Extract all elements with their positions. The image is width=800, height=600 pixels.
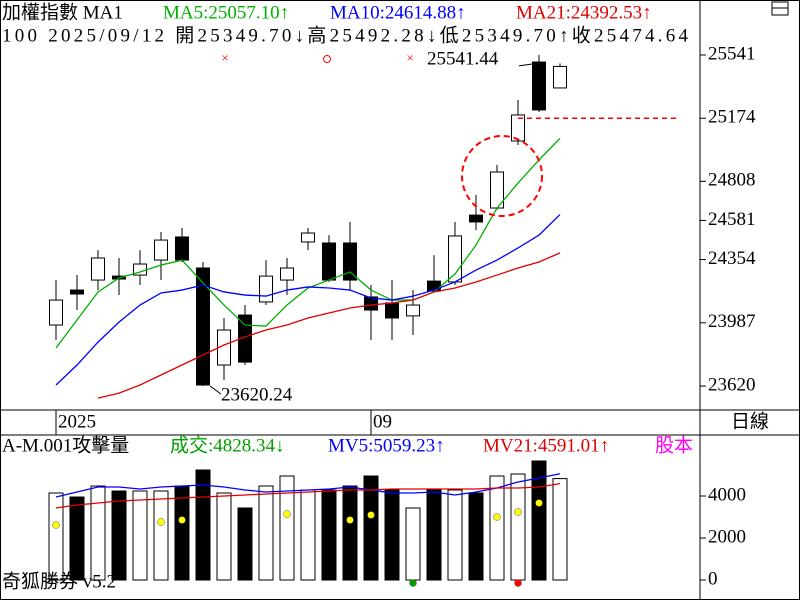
candle-body [469,214,483,223]
highlight-circle [461,135,543,217]
period-label: 日線 [731,410,769,432]
high-label: 25541.44 [427,48,499,69]
signal-dot [283,510,291,518]
volume-bar [132,490,148,581]
candle-body [385,302,399,319]
signal-dot [346,516,354,524]
candle-body [259,275,273,303]
signal-dot [52,521,60,529]
chart-title: 加權指數 MA1 [2,1,123,23]
candle-body [49,299,63,326]
candle-body [238,314,252,363]
footer: 奇狐勝券 v5.2 [2,570,116,592]
signal-circle [323,55,331,63]
extra-label: 股本 [655,434,693,456]
y-tick-label: 23620 [708,374,756,395]
x-tick-label: 09 [373,411,392,432]
volume-panel [48,460,568,587]
candle-body [196,267,210,386]
candle-body [553,65,567,89]
high-pointer [518,63,534,67]
volume-bar [552,478,568,581]
low-pointer [209,385,222,395]
candle-body [301,232,315,243]
y-tick-label: 25541 [708,43,756,64]
volume-bar [489,475,505,581]
candle-body [175,236,189,261]
volume-bar [531,460,547,581]
candle-body [154,239,168,261]
candle-body [448,235,462,283]
y-tick-label: 24354 [708,248,756,269]
volume-bar [447,489,463,581]
volume-bar [321,489,337,581]
axes: 25541 25174 24808 24581 24354 23987 23620 2025 0… [55,2,756,589]
volume-bar [174,485,190,581]
legend-entry: MV21:4591.01↑ [483,435,609,456]
signal-dot [367,511,375,519]
volume-bar [258,485,274,581]
signal-dot [178,516,186,524]
y-tick-label: 0 [708,568,718,589]
y-tick-label: 4000 [708,484,746,505]
average-line [55,214,561,386]
volume-bar [48,492,64,581]
signal-dot [514,579,522,587]
volume-bar [363,475,379,581]
signal-dot [157,518,165,526]
volume-bar [426,489,442,581]
signal-dot [514,508,522,516]
candle-body [322,242,336,281]
y-tick-label: 24808 [708,170,756,191]
legend-entry: MV5:5059.23↑ [328,435,445,456]
volume-bar [279,475,295,581]
candle-body [364,296,378,311]
volume-bar [111,490,127,581]
legend-entry: MA5:25057.10↑ [163,2,289,23]
volume-bar [69,496,85,581]
average-line [55,473,561,498]
candle-body [343,242,357,281]
candle-body [70,289,84,295]
volume-bar [90,485,106,581]
signal-cross: × [221,50,228,65]
volume-bar [510,473,526,581]
volume-bar [153,490,169,581]
y-tick-label: 2000 [708,526,746,547]
volume-bar [216,492,232,581]
candle-body [406,304,420,317]
low-label: 23620.24 [221,384,293,405]
volume-bar [237,507,253,581]
volume-bar [384,489,400,581]
price-panel: 25541.44 23620.24 [49,48,678,405]
y-tick-label: 24581 [708,209,756,230]
x-tick-label: 2025 [58,411,96,432]
y-tick-label: 23987 [708,311,756,332]
volume-bar [468,492,484,581]
average-line [55,482,561,509]
average-line [55,137,561,349]
legend-entry: MA10:24614.88↑ [330,2,466,23]
candle-body [511,114,525,142]
volume-title: A-M.001攻擊量 [2,434,129,456]
average-line [97,252,561,399]
legend-entry: MA21:24392.53↑ [516,2,652,23]
y-tick-label: 25174 [708,107,756,128]
volume-bar [300,489,316,581]
candle-body [532,61,546,111]
volume-bar [405,507,421,581]
candle-body [91,257,105,281]
signal-dot [493,513,501,521]
volume-bar [195,469,211,581]
candle-body [280,267,294,281]
volume-bar [342,485,358,581]
legend-entry: 成交:4828.34↓ [170,434,285,456]
signal-dot [535,499,543,507]
signal-dot [409,579,417,587]
signal-cross: × [406,50,413,65]
